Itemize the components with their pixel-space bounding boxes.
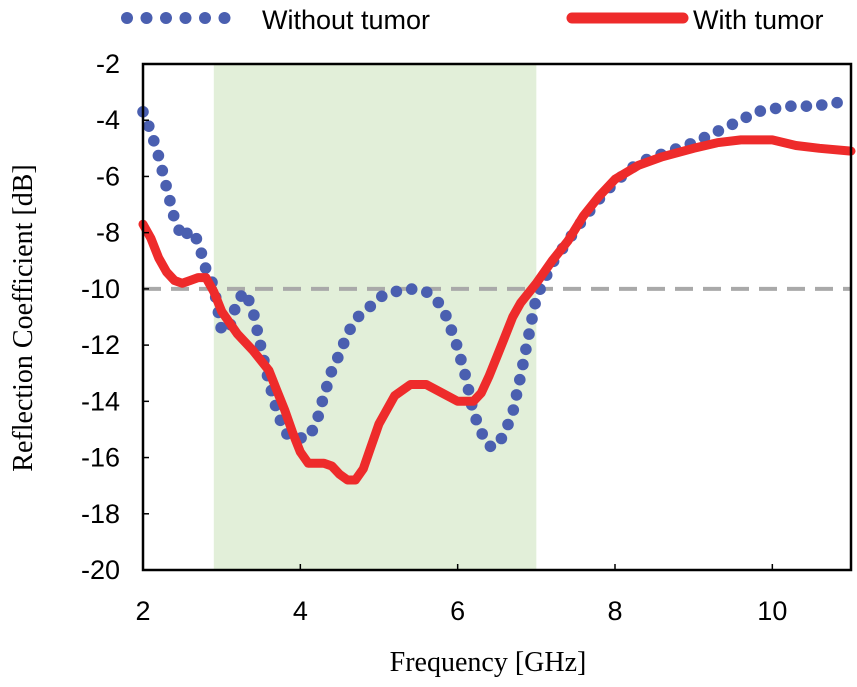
y-tick-label: -12 [81, 330, 120, 360]
x-tick-label: 2 [135, 596, 150, 626]
data-point-without-tumor [148, 135, 160, 147]
data-point-without-tumor [754, 105, 767, 117]
x-axis-title: Frequency [GHz] [390, 647, 587, 678]
legend-dot [218, 12, 231, 24]
y-tick-label: -10 [81, 274, 120, 304]
data-point-without-tumor [195, 247, 208, 259]
data-point-without-tumor [215, 321, 227, 334]
data-point-without-tumor [376, 290, 388, 303]
data-point-without-tumor [726, 118, 739, 131]
x-tick-label: 8 [607, 596, 622, 626]
data-point-without-tumor [190, 232, 203, 245]
data-point-without-tumor [344, 323, 356, 336]
data-point-without-tumor [785, 100, 797, 112]
series-layer [137, 96, 856, 485]
data-point-without-tumor [352, 310, 365, 323]
data-point-without-tumor [450, 339, 463, 351]
legend-marker-without-tumor [121, 12, 231, 24]
legend-dot [140, 12, 153, 24]
x-axis: 2 4 6 8 10 [135, 564, 787, 626]
x-tick-label: 4 [293, 596, 308, 626]
legend-label-with-tumor: With tumor [693, 5, 824, 35]
data-point-without-tumor [440, 309, 452, 322]
data-point-without-tumor [306, 424, 319, 437]
data-point-without-tumor [831, 96, 843, 109]
data-point-without-tumor [455, 353, 467, 366]
legend: Without tumor With tumor [121, 5, 824, 35]
data-point-without-tumor [484, 440, 497, 453]
x-tick-label: 6 [450, 596, 465, 626]
data-point-without-tumor [816, 99, 828, 111]
data-point-without-tumor [254, 339, 267, 352]
highlight-band [213, 64, 537, 570]
legend-dot [199, 12, 211, 24]
data-point-without-tumor [312, 410, 325, 423]
data-point-without-tumor [510, 389, 523, 401]
data-point-without-tumor [390, 285, 403, 298]
y-tick-label: -14 [81, 386, 120, 416]
data-point-without-tumor [526, 313, 538, 325]
data-point-without-tumor [156, 164, 169, 177]
data-point-without-tumor [248, 309, 260, 321]
data-point-without-tumor [769, 102, 782, 115]
data-point-without-tumor [160, 179, 172, 192]
y-tick-label: -20 [81, 555, 120, 585]
data-point-without-tumor [421, 286, 433, 299]
data-point-without-tumor [364, 300, 377, 313]
data-point-without-tumor [507, 404, 520, 416]
data-point-without-tumor [167, 209, 180, 222]
legend-dot [121, 12, 133, 24]
data-point-without-tumor [517, 358, 529, 371]
data-point-without-tumor [321, 380, 333, 393]
data-point-without-tumor [502, 418, 514, 431]
data-point-without-tumor [514, 373, 526, 386]
data-point-without-tumor [432, 296, 445, 309]
data-point-without-tumor [152, 149, 165, 162]
y-tick-label: -2 [96, 49, 120, 79]
y-tick-label: -4 [96, 105, 120, 135]
data-point-without-tumor [199, 262, 212, 274]
data-point-without-tumor [523, 328, 535, 340]
legend-dot [179, 12, 192, 24]
data-point-without-tumor [520, 343, 532, 356]
data-point-without-tumor [529, 297, 541, 310]
data-point-without-tumor [332, 351, 344, 364]
data-point-without-tumor [337, 337, 350, 350]
y-tick-label: -16 [81, 443, 120, 473]
data-point-without-tumor [495, 432, 508, 445]
data-point-without-tumor [800, 100, 813, 112]
data-point-without-tumor [325, 366, 338, 378]
data-point-without-tumor [712, 125, 725, 137]
data-point-without-tumor [164, 194, 176, 207]
y-tick-label: -18 [81, 499, 120, 529]
legend-label-without-tumor: Without tumor [262, 5, 430, 35]
data-point-without-tumor [316, 395, 329, 408]
data-point-without-tumor [251, 324, 263, 337]
data-point-without-tumor [405, 283, 418, 295]
series-with-tumor-line [138, 135, 856, 485]
data-point-without-tumor [740, 111, 752, 124]
data-point-without-tumor [228, 303, 241, 316]
data-point-without-tumor [181, 227, 193, 240]
data-point-without-tumor [243, 294, 255, 307]
plot-frame [141, 62, 853, 572]
data-point-without-tumor [143, 120, 155, 132]
data-point-without-tumor [459, 368, 471, 381]
y-tick-label: -8 [96, 218, 120, 248]
y-axis: -20 -18 -16 -14 -12 -10 -8 -6 -4 -2 [81, 49, 149, 585]
y-axis-title: Reflection Coefficient [dB] [8, 164, 39, 471]
data-point-without-tumor [470, 413, 483, 426]
data-point-without-tumor [445, 324, 458, 336]
legend-dot [160, 12, 172, 24]
data-point-without-tumor [462, 383, 475, 396]
x-tick-label: 10 [757, 596, 787, 626]
y-tick-label: -6 [96, 161, 120, 191]
data-point-without-tumor [476, 428, 489, 440]
